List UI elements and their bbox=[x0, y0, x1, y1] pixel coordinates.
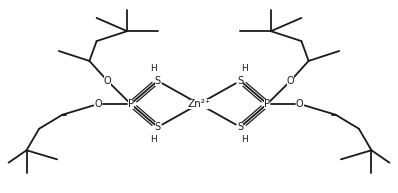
Text: S: S bbox=[237, 122, 244, 132]
Text: H: H bbox=[150, 135, 156, 144]
Text: P: P bbox=[128, 99, 134, 109]
Text: S: S bbox=[237, 76, 244, 86]
Text: H: H bbox=[150, 64, 156, 73]
Text: O: O bbox=[95, 99, 102, 109]
Text: P: P bbox=[264, 99, 270, 109]
Text: H: H bbox=[242, 64, 248, 73]
Text: Zn²⁺: Zn²⁺ bbox=[187, 99, 211, 109]
Text: O: O bbox=[103, 76, 111, 86]
Text: S: S bbox=[154, 122, 161, 132]
Text: O: O bbox=[296, 99, 303, 109]
Text: H: H bbox=[242, 135, 248, 144]
Text: O: O bbox=[287, 76, 295, 86]
Text: S: S bbox=[154, 76, 161, 86]
